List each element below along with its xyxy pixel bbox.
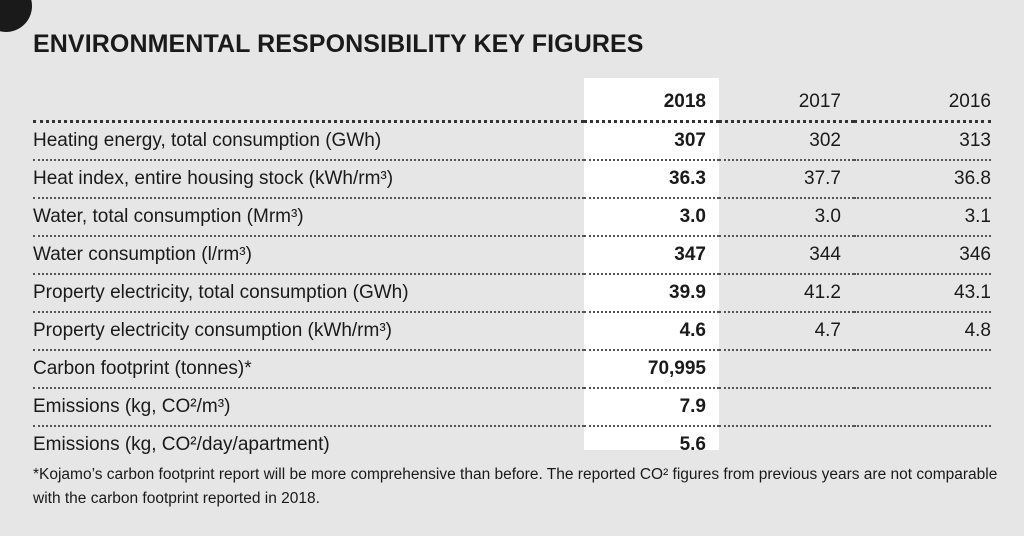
row-label: Water, total consumption (Mrm³) — [33, 198, 584, 237]
row-label: Heating energy, total consumption (GWh) — [33, 121, 584, 161]
row-label: Emissions (kg, CO²/m³) — [33, 388, 584, 427]
value-2016: 43.1 — [854, 274, 991, 313]
header-2016: 2016 — [854, 78, 991, 123]
corner-decoration — [0, 0, 32, 32]
value-2017 — [719, 388, 854, 427]
table-header-row: 2018 2017 2016 — [33, 78, 991, 123]
table-row: Carbon footprint (tonnes)* 70,995 — [33, 350, 991, 389]
value-2016 — [854, 350, 991, 389]
row-label: Water consumption (l/rm³) — [33, 236, 584, 275]
value-2016 — [854, 426, 991, 463]
value-2016: 36.8 — [854, 160, 991, 199]
value-2018: 5.6 — [679, 434, 706, 455]
value-2016: 313 — [854, 121, 991, 161]
value-2017 — [719, 426, 854, 463]
table-row: Water consumption (l/rm³) 347 344 346 — [33, 236, 991, 275]
row-label: Heat index, entire housing stock (kWh/rm… — [33, 160, 584, 199]
key-figures-table: 2018 2017 2016 Heating energy, total con… — [33, 78, 991, 463]
value-2016: 4.8 — [854, 312, 991, 351]
value-2018: 36.3 — [584, 160, 719, 199]
value-2017: 302 — [719, 121, 854, 161]
table-row: Emissions (kg, CO²/m³) 7.9 — [33, 388, 991, 427]
header-2018: 2018 — [584, 78, 719, 123]
value-2017: 3.0 — [719, 198, 854, 237]
table-row: Property electricity consumption (kWh/rm… — [33, 312, 991, 351]
value-2016: 346 — [854, 236, 991, 275]
value-2016 — [854, 388, 991, 427]
value-2016: 3.1 — [854, 198, 991, 237]
page-title: ENVIRONMENTAL RESPONSIBILITY KEY FIGURES — [33, 30, 644, 58]
value-2017: 41.2 — [719, 274, 854, 313]
row-label: Property electricity, total consumption … — [33, 274, 584, 313]
row-label: Carbon footprint (tonnes)* — [33, 350, 584, 389]
value-2018: 3.0 — [584, 198, 719, 237]
value-2017 — [719, 350, 854, 389]
value-2017: 37.7 — [719, 160, 854, 199]
table-row: Heat index, entire housing stock (kWh/rm… — [33, 160, 991, 199]
footnote: *Kojamo’s carbon footprint report will b… — [33, 466, 998, 507]
row-label: Property electricity consumption (kWh/rm… — [33, 312, 584, 351]
header-2017: 2017 — [719, 78, 854, 123]
value-2017: 344 — [719, 236, 854, 275]
table-row: Property electricity, total consumption … — [33, 274, 991, 313]
table-row: Heating energy, total consumption (GWh) … — [33, 121, 991, 161]
table-row: Emissions (kg, CO²/day/apartment) 5.6 — [33, 426, 991, 463]
table-row: Water, total consumption (Mrm³) 3.0 3.0 … — [33, 198, 991, 237]
value-2018: 39.9 — [584, 274, 719, 313]
row-label: Emissions (kg, CO²/day/apartment) — [33, 434, 330, 455]
value-2018: 347 — [584, 236, 719, 275]
value-2018: 7.9 — [584, 388, 719, 427]
value-2018: 70,995 — [584, 350, 719, 389]
header-label-cell — [33, 78, 584, 123]
value-2018: 307 — [584, 121, 719, 161]
value-2018: 4.6 — [584, 312, 719, 351]
value-2017: 4.7 — [719, 312, 854, 351]
